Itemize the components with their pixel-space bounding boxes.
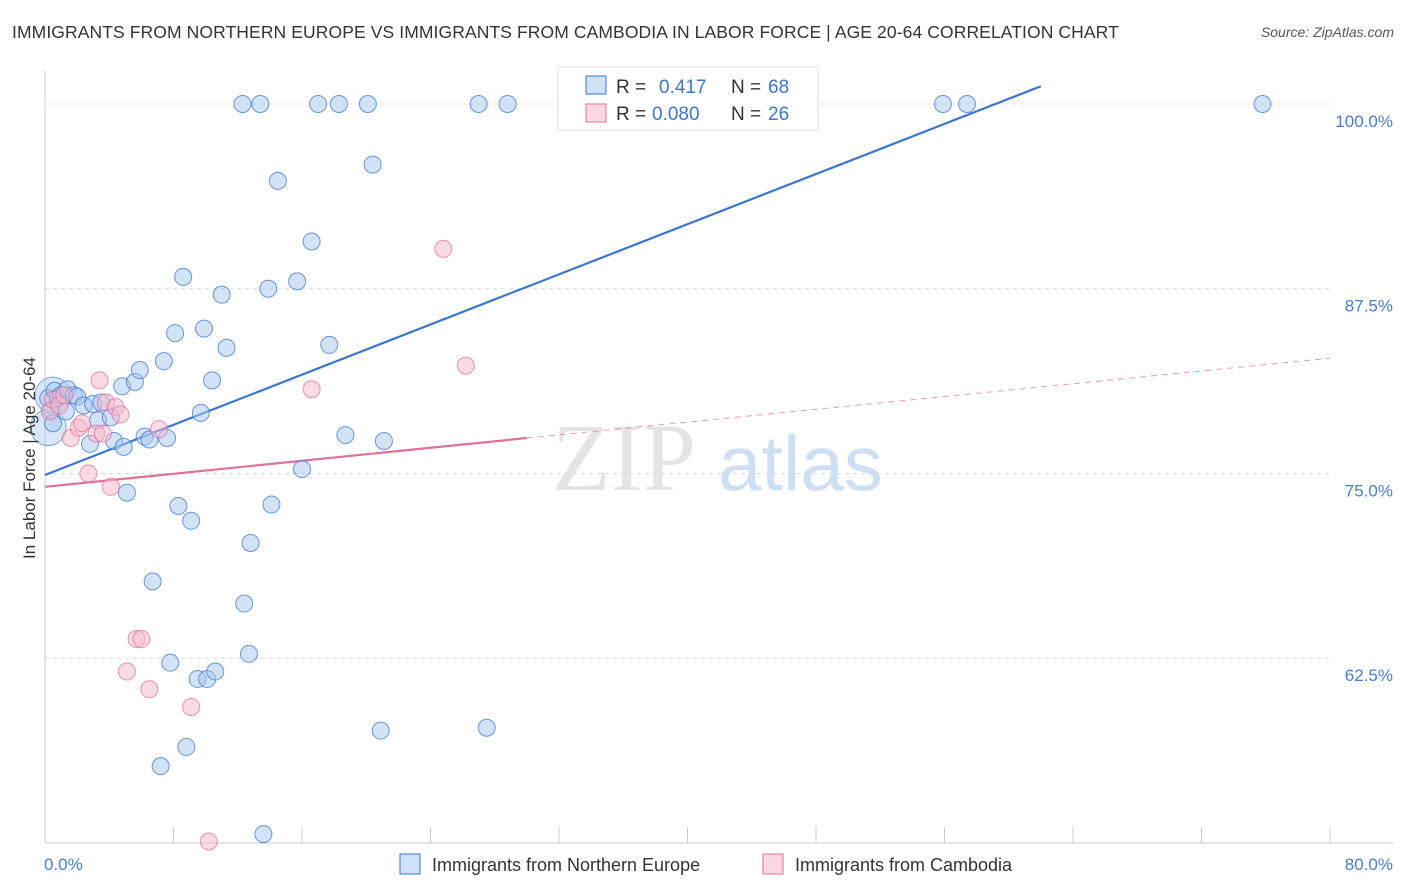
data-point — [79, 464, 98, 483]
data-point — [111, 405, 130, 424]
legend-swatch-cambodia — [762, 853, 784, 875]
data-point — [117, 662, 136, 681]
data-point — [195, 319, 214, 338]
chart-title: IMMIGRANTS FROM NORTHERN EUROPE VS IMMIG… — [12, 22, 1119, 42]
data-point — [235, 594, 254, 613]
y-tick-label: 75.0% — [1345, 481, 1393, 500]
data-point — [72, 414, 91, 433]
data-point — [259, 279, 278, 298]
y-tick-label: 62.5% — [1345, 666, 1393, 685]
data-points — [29, 94, 1272, 851]
data-point — [239, 644, 258, 663]
data-point — [262, 495, 281, 514]
stats-r-value-0: 0.417 — [659, 77, 707, 98]
data-point — [1253, 94, 1272, 113]
data-point — [469, 94, 488, 113]
data-point — [477, 718, 496, 737]
data-point — [143, 572, 162, 591]
data-point — [90, 371, 109, 390]
data-point — [151, 757, 170, 776]
data-point — [199, 832, 218, 851]
data-point — [154, 352, 173, 371]
y-axis-label: In Labor Force | Age 20-64 — [20, 357, 39, 559]
data-point — [150, 420, 169, 439]
data-point — [302, 232, 321, 251]
grid — [45, 103, 1330, 659]
data-point — [933, 94, 952, 113]
tick-labels: 100.0% 87.5% 75.0% 62.5% 0.0% 80.0% — [44, 112, 1393, 874]
data-point — [293, 460, 311, 479]
data-point — [363, 155, 382, 174]
data-point — [434, 239, 453, 258]
data-point — [101, 477, 120, 496]
legend-swatch-northern-europe — [399, 853, 421, 875]
data-point — [114, 437, 133, 456]
trend-line-1 — [44, 436, 527, 488]
data-point — [55, 386, 74, 405]
data-point — [217, 338, 236, 357]
data-point — [329, 94, 348, 113]
data-point — [241, 533, 260, 552]
data-point — [233, 94, 252, 113]
stats-swatch-blue — [585, 75, 607, 95]
data-point — [371, 721, 390, 740]
stats-legend: R = 0.417 N = 68 R = 0.080 N = 26 — [557, 66, 819, 131]
chart-source: Source: ZipAtlas.com — [1260, 24, 1394, 40]
data-point — [177, 737, 196, 756]
data-point — [498, 94, 517, 113]
legend-label-northern-europe: Immigrants from Northern Europe — [432, 855, 700, 875]
data-point — [254, 825, 273, 844]
data-point — [374, 431, 393, 450]
trend-lines — [44, 85, 1331, 488]
data-point — [169, 497, 188, 516]
data-point — [130, 361, 149, 380]
stats-n-value-1: 26 — [768, 104, 789, 125]
data-point — [456, 356, 475, 375]
legend-label-cambodia: Immigrants from Cambodia — [795, 855, 1013, 875]
data-point — [182, 698, 201, 717]
x-tick-label: 0.0% — [44, 855, 83, 874]
data-point — [117, 483, 136, 502]
stats-swatch-pink — [585, 103, 607, 123]
data-point — [320, 335, 339, 354]
stats-r-label-0: R = — [616, 77, 646, 98]
stats-n-value-0: 68 — [768, 77, 789, 98]
data-point — [302, 380, 321, 399]
stats-n-label-0: N = — [731, 77, 761, 98]
watermark-atlas: atlas — [718, 419, 883, 507]
trend-line-0 — [44, 85, 1042, 476]
data-point — [212, 285, 231, 304]
stats-r-value-1: 0.080 — [652, 104, 700, 125]
data-point — [182, 511, 201, 530]
y-tick-label: 100.0% — [1335, 112, 1393, 131]
data-point — [203, 371, 222, 390]
data-point — [358, 94, 377, 113]
stats-r-label-1: R = — [616, 104, 646, 125]
x-tick-label: 80.0% — [1345, 855, 1393, 874]
y-tick-label: 87.5% — [1345, 297, 1393, 316]
data-point — [161, 653, 180, 672]
data-point — [336, 426, 355, 445]
data-point — [174, 267, 193, 286]
data-point — [132, 630, 151, 649]
data-point — [93, 424, 112, 443]
data-point — [166, 324, 185, 343]
stats-n-label-1: N = — [731, 104, 761, 125]
data-point — [288, 272, 307, 291]
data-point — [957, 94, 976, 113]
data-point — [268, 171, 287, 190]
data-point — [251, 94, 270, 113]
data-point — [309, 94, 328, 113]
data-point — [206, 662, 225, 681]
trend-line-extension-1 — [526, 357, 1331, 439]
axes — [44, 70, 1394, 844]
data-point — [191, 403, 210, 422]
legend: Immigrants from Northern Europe Immigran… — [399, 853, 1013, 875]
watermark: ZIP atlas — [552, 404, 883, 511]
watermark-zip: ZIP — [552, 404, 696, 511]
data-point — [140, 680, 159, 699]
